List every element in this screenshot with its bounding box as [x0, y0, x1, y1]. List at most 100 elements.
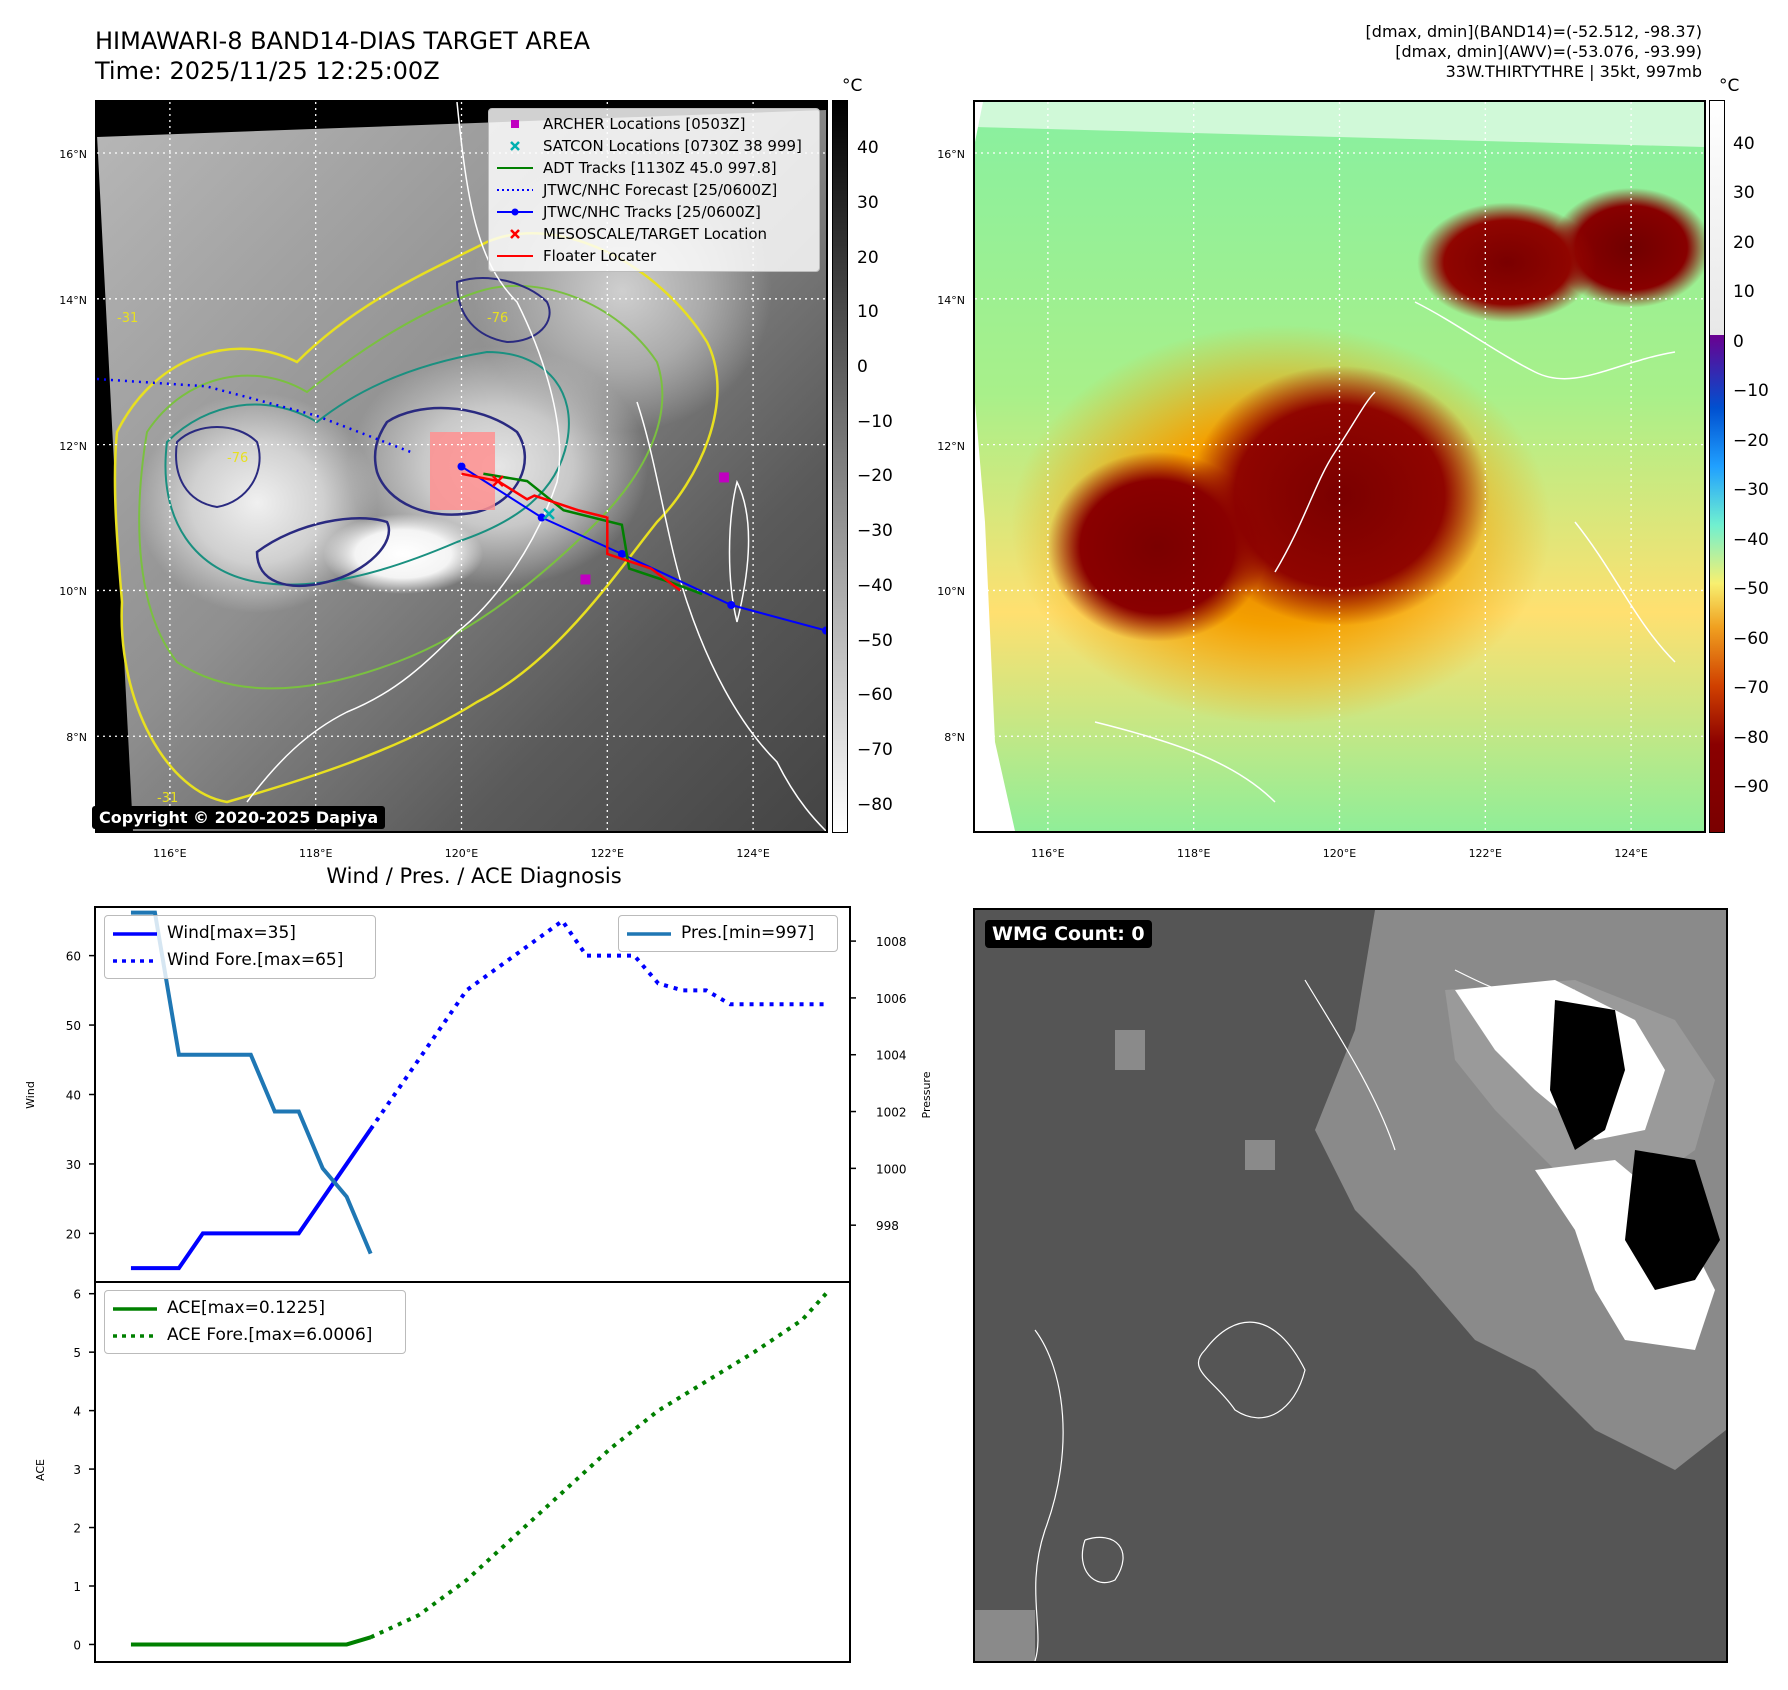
contour-label: -76: [227, 451, 248, 466]
ace-tick-label: 5: [73, 1346, 81, 1360]
contour-teal: [164, 350, 570, 586]
ir-colorbar-tick: −20: [857, 466, 893, 487]
ir-lon-label: 124°E: [736, 847, 770, 860]
storm-info: [dmax, dmin](BAND14)=(-52.512, -98.37) […: [1366, 22, 1702, 82]
wv-lat-label: 14°N: [937, 293, 965, 307]
wind-panel-series-2: [130, 910, 373, 1255]
legend-item-label: JTWC/NHC Forecast [25/0600Z]: [543, 181, 778, 199]
map-gridlines: [975, 102, 1704, 831]
wmg-panel: [973, 908, 1728, 1663]
ace-legend: ACE[max=0.1225] ACE Fore.[max=6.0006]: [104, 1290, 406, 1354]
wind-legend: Wind[max=35] Wind Fore.[max=65]: [104, 915, 376, 979]
jtwc-track-point: [457, 462, 466, 471]
wv-colorbar-tick: −80: [1733, 727, 1769, 748]
contour-navy-west: [175, 426, 261, 509]
wmg-black-east: [1625, 1150, 1720, 1290]
cloud-top-contours: [113, 102, 826, 831]
diagnosis-lines: [130, 910, 828, 1647]
ir-lat-label: 12°N: [59, 439, 87, 453]
ir-colorbar-tick: −50: [857, 630, 893, 651]
ace-tick-label: 2: [73, 1522, 81, 1536]
legend-wind-forecast-swatch: [113, 958, 157, 963]
legend-ace-label: ACE[max=0.1225]: [167, 1298, 325, 1318]
wind-tick-label: 20: [66, 1227, 81, 1241]
wmg-patch-sw: [975, 1610, 1035, 1661]
wv-map-panel: [973, 100, 1706, 833]
ir-lon-label: 118°E: [298, 847, 333, 860]
ir-legend: ARCHER Locations [0503Z] SATCON Locations…: [488, 108, 820, 272]
wv-lon-label: 124°E: [1614, 847, 1648, 860]
legend-wind-swatch: [113, 931, 157, 936]
ir-lon-label: 116°E: [153, 847, 187, 860]
jtwc-track-point: [727, 601, 736, 610]
legend-item: Floater Locater: [497, 245, 811, 267]
ir-colorbar-tick: −70: [857, 739, 893, 760]
wmg-count-badge: WMG Count: 0: [985, 920, 1152, 948]
ace-axis-label: ACE: [34, 1459, 47, 1481]
wv-colorbar-tick: −90: [1733, 777, 1769, 798]
wv-colorbar-tick: −20: [1733, 430, 1769, 451]
contour-label: -31: [117, 311, 138, 326]
contour-label: -31: [157, 791, 178, 806]
pressure-tick-label: 1008: [876, 935, 907, 949]
wind-tick-label: 30: [66, 1158, 81, 1172]
legend-wind: Wind[max=35]: [113, 920, 367, 947]
legend-wind-label: Wind[max=35]: [167, 923, 296, 943]
jtwc-track-point: [617, 549, 626, 558]
coastline-east: [636, 401, 826, 831]
ir-lat-label: 10°N: [59, 585, 87, 599]
wv-lat-label: 12°N: [937, 439, 965, 453]
contour-navy-band: [255, 517, 391, 587]
wv-colorbar-tick: 20: [1733, 232, 1755, 253]
legend-item-label: MESOSCALE/TARGET Location: [543, 225, 768, 243]
ir-lat-label: 14°N: [59, 293, 87, 307]
wv-lon-label: 116°E: [1031, 847, 1065, 860]
jtwc-track-point: [537, 513, 546, 522]
ace-tick-label: 1: [73, 1580, 81, 1594]
contour-label: -76: [487, 311, 508, 326]
copyright-badge: Copyright © 2020-2025 Dapiya: [92, 806, 386, 829]
pressure-legend: Pres.[min=997]: [618, 915, 838, 952]
ir-lat-label: 16°N: [59, 148, 87, 162]
ir-colorbar-tick: −10: [857, 411, 893, 432]
wv-colorbar-tick: 0: [1733, 331, 1744, 352]
wind-panel-series-0: [130, 1128, 373, 1271]
wmg-coastline: [1034, 969, 1576, 1661]
legend-pressure-swatch: [627, 931, 671, 936]
wv-colorbar-tick: −60: [1733, 628, 1769, 649]
legend-wind-forecast: Wind Fore.[max=65]: [113, 947, 367, 974]
ace-panel-series-0: [130, 1635, 372, 1647]
legend-wind-forecast-label: Wind Fore.[max=65]: [167, 950, 344, 970]
wv-colorbar-tick: 10: [1733, 282, 1755, 303]
legend-ace-forecast-swatch: [113, 1333, 157, 1338]
title-line-1: HIMAWARI-8 BAND14-DIAS TARGET AREA: [95, 27, 591, 55]
ir-map-panel: -31 -76 -76 -31 ARCHER Locations [0503Z] SAT…: [95, 100, 828, 833]
legend-item: SATCON Locations [0730Z 38 999]: [497, 135, 811, 157]
storm-tracks: [97, 377, 826, 635]
wv-lon-label: 122°E: [1468, 847, 1503, 860]
no-data-top: [975, 102, 1704, 147]
archer-location: [580, 574, 591, 585]
ace-tick-label: 4: [73, 1405, 81, 1419]
coastline: [1094, 301, 1676, 803]
ace-tick-label: 6: [73, 1288, 81, 1302]
wv-colorbar-tick: −10: [1733, 381, 1769, 402]
wind-panel-series-1: [368, 918, 827, 1131]
wv-colorbar-tick: −40: [1733, 529, 1769, 550]
legend-marker-x: [510, 229, 520, 239]
wind-tick-label: 60: [66, 950, 81, 964]
wv-colorbar-tick: −50: [1733, 579, 1769, 600]
wv-colorbar-tick: −30: [1733, 480, 1769, 501]
contour-labels: -31 -76 -76 -31: [117, 311, 508, 806]
target-location: [492, 475, 504, 487]
no-data-edge: [975, 102, 1015, 831]
legend-marker-square: [511, 120, 519, 128]
ir-colorbar-tick: 40: [857, 138, 879, 159]
pressure-tick-label: 1002: [876, 1106, 907, 1120]
satcon-location: [543, 508, 555, 520]
wv-lon-label: 120°E: [1322, 847, 1357, 860]
ir-colorbar-unit: °C: [842, 76, 863, 96]
legend-marker-x: [510, 141, 520, 151]
info-line-2: [dmax, dmin](AWV)=(-53.076, -93.99): [1395, 42, 1702, 61]
legend-item-label: SATCON Locations [0730Z 38 999]: [543, 137, 802, 155]
